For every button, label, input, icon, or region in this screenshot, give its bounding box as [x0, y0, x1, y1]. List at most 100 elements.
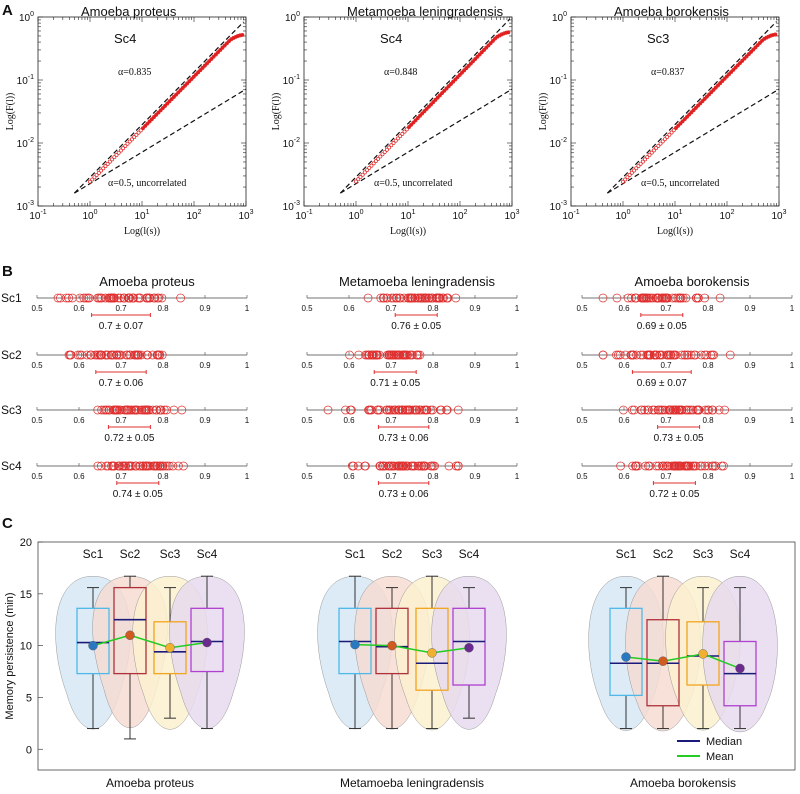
data-point: [134, 350, 144, 360]
x-tick-label: 0.5: [31, 472, 43, 481]
data-point: [657, 293, 667, 303]
data-point: [389, 143, 394, 148]
data-point: [136, 350, 146, 360]
y-tick-label: 20: [20, 537, 32, 549]
x-tick-label: 0.9: [199, 361, 211, 370]
data-point: [688, 405, 698, 415]
data-point: [360, 172, 365, 177]
x-tick-label: 100: [348, 209, 363, 222]
strip-row-Sc3: 0.5 0.6 0.7 0.8 0.9 1 0.73 ± 0.05: [576, 405, 795, 444]
data-point: [671, 461, 681, 471]
data-point: [640, 159, 645, 164]
mean-point: [658, 656, 668, 666]
data-point: [354, 179, 358, 184]
data-point: [700, 405, 710, 415]
x-tick-label: 0.8: [157, 304, 169, 313]
row-label-Sc4: Sc4: [1, 459, 22, 473]
mean-point: [125, 630, 135, 640]
data-point: [632, 168, 636, 173]
x-tick-label: 0.5: [576, 472, 588, 481]
data-point: [625, 175, 630, 180]
x-tick-label: 101: [667, 209, 682, 222]
x-tick-label: 0.8: [702, 361, 714, 370]
data-point: [102, 461, 111, 471]
x-tick-label: 0.8: [427, 416, 439, 425]
data-point: [397, 461, 406, 471]
y-tick-label: 10-1: [550, 74, 567, 87]
x-tick-label: 102: [719, 209, 734, 222]
x-tick-label: 102: [186, 209, 201, 222]
alpha-label: α=0.837: [651, 67, 684, 78]
data-point: [686, 461, 695, 471]
data-point: [694, 293, 703, 303]
data-point: [68, 293, 77, 303]
data-point: [700, 350, 710, 360]
data-point: [725, 350, 735, 360]
data-point: [686, 405, 696, 415]
data-point: [395, 136, 400, 141]
data-point: [169, 405, 179, 415]
scenario-label: Sc1: [616, 547, 637, 561]
mean-point: [464, 643, 474, 653]
data-point: [109, 293, 118, 303]
data-point: [612, 350, 621, 360]
data-point: [121, 146, 126, 151]
data-point: [656, 143, 661, 148]
x-tick-label: 0.8: [702, 304, 714, 313]
data-curve: [407, 30, 510, 129]
data-point: [404, 127, 409, 132]
data-point: [122, 350, 131, 360]
data-point: [164, 461, 174, 471]
data-point: [97, 405, 106, 415]
data-point: [711, 461, 720, 471]
x-tick-label: 0.5: [301, 361, 313, 370]
x-tick-label: 0.7: [115, 361, 127, 370]
data-curve: [141, 33, 244, 131]
data-point: [109, 461, 119, 471]
data-point: [442, 293, 452, 303]
scenario-label: Sc3: [693, 547, 714, 561]
data-point: [451, 461, 461, 471]
data-point: [619, 405, 628, 415]
x-tick-label: 0.6: [73, 361, 85, 370]
data-point: [81, 293, 91, 303]
data-point: [123, 144, 128, 148]
data-point: [649, 350, 659, 360]
data-point: [135, 293, 145, 303]
scenario-label: Sc3: [647, 31, 669, 46]
data-point: [379, 461, 388, 471]
data-point: [106, 350, 116, 360]
data-point: [394, 461, 404, 471]
x-tick-label: 0.5: [576, 416, 588, 425]
x-tick-label: 0.9: [744, 304, 756, 313]
x-tick-label: 0.8: [157, 472, 169, 481]
x-tick-label: 0.9: [469, 304, 481, 313]
box-group-1: Sc1 Sc2 Sc3 Sc4 Amoeba proteus: [55, 547, 245, 790]
data-point: [96, 170, 101, 175]
data-point: [114, 153, 119, 157]
data-point: [655, 405, 665, 415]
data-point: [358, 175, 363, 179]
data-point: [621, 179, 625, 184]
data-point: [141, 405, 151, 415]
mean-sd-label: 0.7 ± 0.06: [99, 378, 144, 389]
x-tick-label: 0.9: [744, 416, 756, 425]
x-tick-label: 0.5: [301, 472, 313, 481]
data-point: [665, 134, 670, 139]
x-tick-label: 0.9: [469, 361, 481, 370]
data-point: [650, 405, 659, 415]
data-point: [680, 350, 690, 360]
x-axis-label: Log(l(s)): [390, 226, 426, 237]
scenario-label: Sc3: [422, 547, 443, 561]
x-tick-label: 1: [515, 361, 520, 370]
data-point: [384, 350, 394, 360]
panel-label-a: A: [2, 2, 13, 19]
data-point: [382, 150, 387, 154]
data-point: [408, 405, 418, 415]
group-label: Metamoeba leningradensis: [340, 776, 484, 790]
scenario-label: Sc4: [459, 547, 480, 561]
x-tick-label: 0.7: [385, 472, 397, 481]
data-point: [105, 161, 110, 166]
data-point: [116, 150, 121, 155]
data-point: [660, 139, 665, 144]
